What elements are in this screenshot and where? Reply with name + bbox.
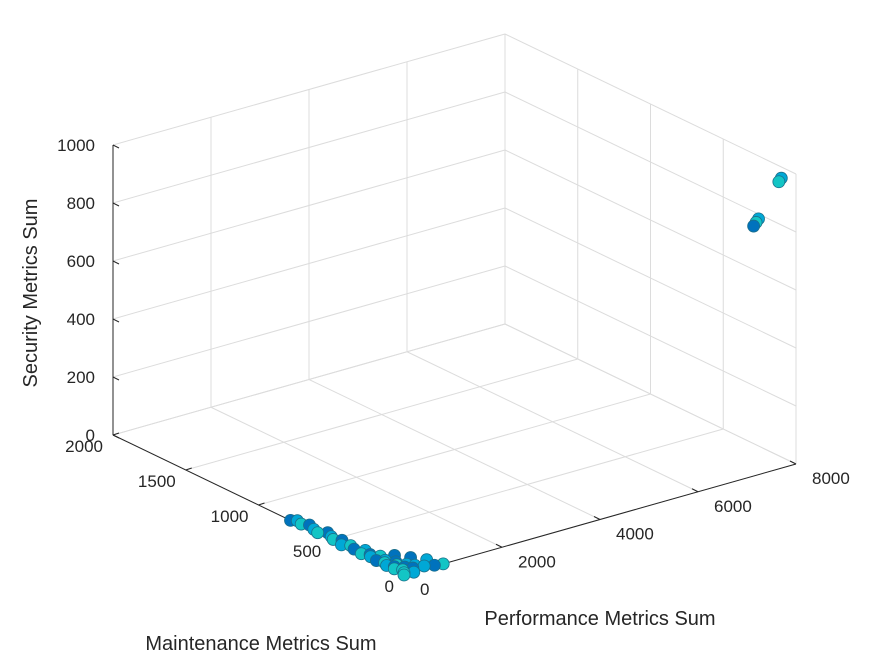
z-tick-mark <box>112 318 120 323</box>
floor-grid-line <box>210 406 503 548</box>
z-tick-label: 400 <box>67 310 95 329</box>
x-tick-label: 1500 <box>138 472 176 491</box>
y-tick-mark <box>495 543 503 548</box>
back-wall-grid-line <box>112 91 506 204</box>
grid-lines <box>112 33 797 576</box>
back-wall-grid-line <box>112 323 506 436</box>
z-tick-mark <box>112 260 120 265</box>
side-wall-grid-line <box>504 91 797 233</box>
side-wall-grid-line <box>504 207 797 349</box>
z-tick-label: 800 <box>67 194 95 213</box>
x-tick-label: 1000 <box>211 507 249 526</box>
data-point <box>747 219 761 233</box>
y-axis-label: Performance Metrics Sum <box>484 608 715 630</box>
tick-labels: 0500100015002000020004000600080000200400… <box>57 136 850 599</box>
back-wall-grid-line <box>112 149 506 262</box>
x-tick-mark <box>185 467 192 471</box>
z-tick-mark <box>112 434 120 439</box>
data-point <box>772 175 786 189</box>
y-tick-mark <box>691 488 699 493</box>
floor-grid-line <box>406 351 699 493</box>
y-tick-label: 2000 <box>518 552 556 571</box>
y-tick-label: 0 <box>420 580 429 599</box>
z-tick-label: 0 <box>86 426 95 445</box>
x-tick-mark <box>112 432 120 436</box>
z-axis-label: Security Metrics Sum <box>20 199 42 388</box>
z-tick-label: 600 <box>67 252 95 271</box>
x-axis-label: Maintenance Metrics Sum <box>145 633 376 655</box>
y-tick-mark <box>789 460 797 465</box>
back-wall-grid-line <box>112 207 506 320</box>
z-tick-mark <box>112 376 120 381</box>
back-wall-grid-line <box>112 33 506 146</box>
side-wall-grid-line <box>504 323 797 465</box>
data-point <box>311 526 325 540</box>
y-tick-label: 4000 <box>616 525 654 544</box>
data-point <box>417 559 431 573</box>
side-wall-grid-line <box>504 265 797 407</box>
floor-grid-line <box>308 379 601 520</box>
side-wall-grid-line <box>504 33 797 175</box>
x-tick-label: 0 <box>385 577 394 596</box>
z-tick-mark <box>112 144 120 149</box>
y-tick-label: 8000 <box>812 469 850 488</box>
data-point <box>397 568 411 582</box>
y-tick-label: 6000 <box>714 497 752 516</box>
side-wall-grid-line <box>504 149 797 291</box>
x-tick-label: 2000 <box>65 437 103 456</box>
z-tick-label: 1000 <box>57 136 95 155</box>
data-points <box>284 171 788 582</box>
z-tick-label: 200 <box>67 368 95 387</box>
z-tick-mark <box>112 202 120 207</box>
x-tick-label: 500 <box>293 542 321 561</box>
back-wall-grid-line <box>112 265 506 378</box>
y-tick-mark <box>593 516 601 520</box>
x-tick-mark <box>258 502 265 506</box>
